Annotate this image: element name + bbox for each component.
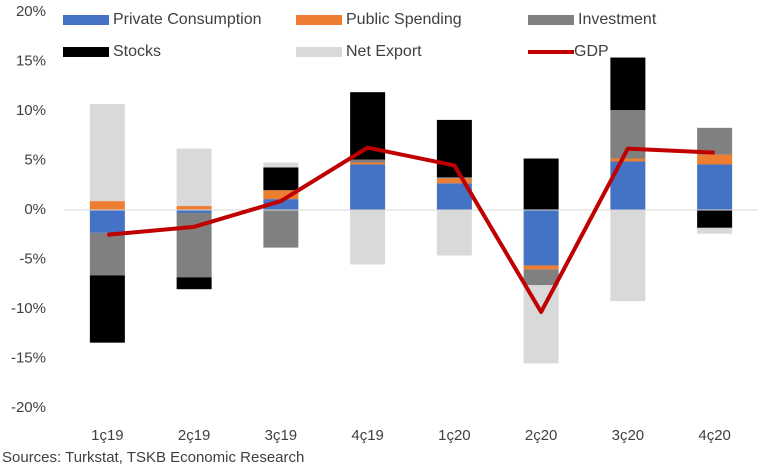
y-tick-label: -5% [19,250,46,267]
bar-segment [263,162,299,168]
bar-segment [436,178,472,184]
bar-segment [176,148,212,207]
bar-segment [697,227,733,234]
bar-segment [697,210,733,228]
x-tick-label: 2ç19 [178,427,211,444]
bar-segment [350,162,386,165]
x-tick-label: 3ç19 [265,427,298,444]
legend-swatch [63,15,109,25]
x-tick-label: 4ç19 [351,427,384,444]
legend-label: Public Spending [346,11,462,28]
legend-swatch [296,15,342,25]
y-tick-label: 0% [24,201,46,218]
legend-swatch [528,15,574,25]
bar-segment [436,210,472,256]
bar-segment [89,275,125,343]
x-tick-label: 2ç20 [525,427,558,444]
legend-swatch [296,47,342,57]
legend-label: Net Export [346,43,422,60]
bar-segment [263,167,299,191]
legend-label: Stocks [113,43,161,60]
legend-label: Private Consumption [113,11,262,28]
bar-segment [523,210,559,266]
x-tick-label: 3ç20 [612,427,645,444]
bar-segment [176,206,212,210]
bar-segment [610,57,646,111]
y-tick-label: 5% [24,151,46,168]
bar-segment [523,269,559,286]
legend-label: GDP [574,43,609,60]
bar-segment [350,164,386,210]
bar-segment [176,210,212,213]
y-tick-label: 20% [16,3,46,20]
bar-segment [610,210,646,302]
legend-swatch [63,47,109,57]
bar-segment [89,104,125,202]
bar-segment [350,159,386,163]
bar-segment [350,210,386,265]
bar-segment [523,158,559,210]
y-tick-label: -15% [11,349,46,366]
y-tick-label: -20% [11,399,46,416]
bar-segment [89,232,125,276]
bar-segment [610,158,646,162]
bar-segment [697,164,733,210]
source-note: Sources: Turkstat, TSKB Economic Researc… [2,449,304,466]
x-tick-label: 4ç20 [698,427,731,444]
y-tick-label: 15% [16,52,46,69]
bar-segment [523,265,559,270]
bar-segment [176,277,212,290]
x-tick-label: 1ç20 [438,427,471,444]
bar-segment [697,154,733,165]
bar-segment [89,210,125,233]
y-tick-label: 10% [16,102,46,119]
y-tick-label: -10% [11,300,46,317]
bar-segment [263,190,299,200]
bar-segment [263,199,299,210]
bar-segment [436,177,472,179]
gdp-line [107,145,715,314]
legend-label: Investment [578,11,657,28]
bar-segment [523,285,559,364]
bar-segment [263,210,299,248]
x-tick-label: 1ç19 [91,427,124,444]
bar-segment [89,201,125,210]
